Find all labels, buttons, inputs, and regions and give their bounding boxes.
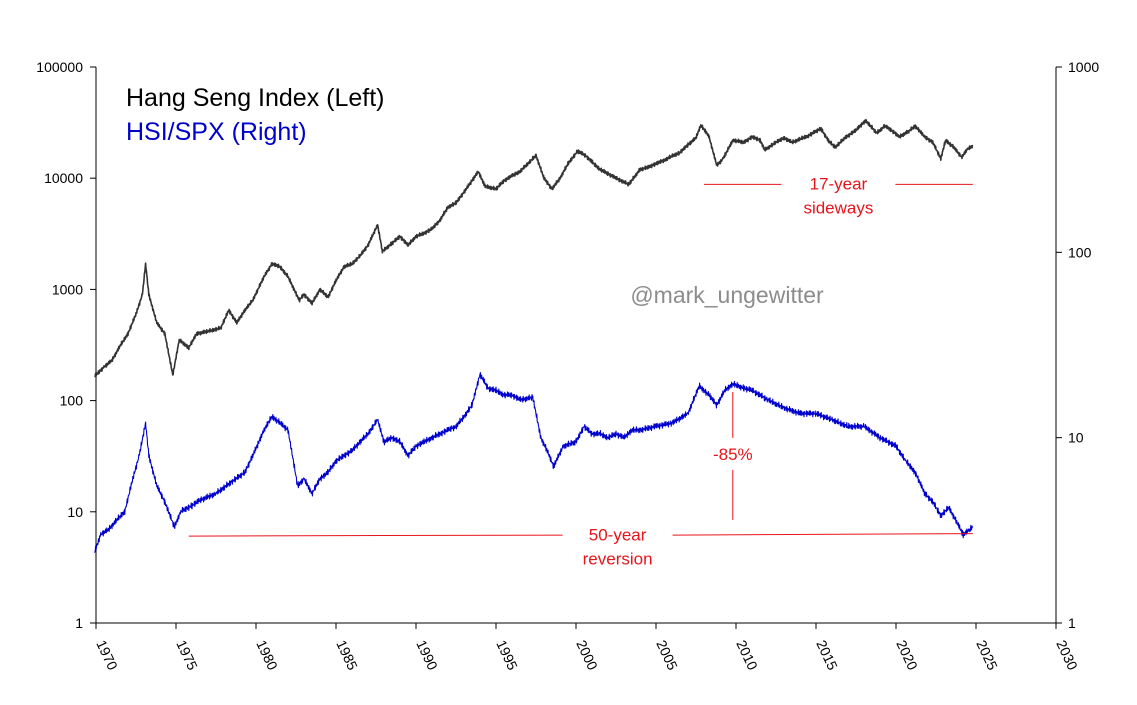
annotations: 17-year sideways -85% 50-year reversion bbox=[188, 174, 973, 569]
drawdown-label: -85% bbox=[713, 445, 753, 464]
x-tick-label: 2005 bbox=[653, 638, 681, 673]
x-tick-label: 1975 bbox=[173, 638, 201, 673]
sideways-label-2: sideways bbox=[803, 198, 873, 217]
left-tick-label: 1 bbox=[75, 615, 83, 631]
x-tick-label: 1980 bbox=[253, 638, 281, 673]
right-tick-label: 10 bbox=[1068, 430, 1084, 446]
axes: 1 10 100 1000 10000 100000 1 10 100 1000 1970 1975 1… bbox=[36, 59, 1099, 673]
x-tick-label: 1970 bbox=[93, 638, 121, 673]
left-tick-label: 10000 bbox=[44, 170, 83, 186]
left-tick-label: 10 bbox=[67, 504, 83, 520]
x-tick-label: 2015 bbox=[813, 638, 841, 673]
right-tick-label: 1000 bbox=[1068, 59, 1099, 75]
x-tick-label: 1995 bbox=[493, 638, 521, 673]
legend-entry-hsi-spx: HSI/SPX (Right) bbox=[126, 118, 307, 146]
reversion-line-left bbox=[188, 534, 563, 537]
series-lines bbox=[94, 118, 974, 553]
reversion-label-1: 50-year bbox=[589, 526, 647, 545]
legend-entry-hang-seng: Hang Seng Index (Left) bbox=[126, 84, 385, 112]
left-tick-label: 100 bbox=[60, 393, 84, 409]
x-tick-label: 2030 bbox=[1053, 638, 1081, 673]
x-tick-label: 2010 bbox=[733, 638, 761, 673]
right-tick-label: 1 bbox=[1068, 615, 1076, 631]
sideways-label-1: 17-year bbox=[810, 174, 868, 193]
series-line-hsi-spx bbox=[94, 372, 974, 553]
x-tick-label: 2000 bbox=[573, 638, 601, 673]
x-tick-label: 1985 bbox=[333, 638, 361, 673]
reversion-label-2: reversion bbox=[583, 550, 653, 569]
x-tick-label: 1990 bbox=[413, 638, 441, 673]
series-line-hang-seng bbox=[94, 118, 974, 378]
legend: Hang Seng Index (Left) HSI/SPX (Right) bbox=[126, 84, 385, 146]
right-tick-label: 100 bbox=[1068, 244, 1092, 260]
left-tick-label: 100000 bbox=[36, 59, 83, 75]
reversion-line-right bbox=[672, 533, 973, 536]
left-tick-label: 1000 bbox=[52, 281, 83, 297]
x-tick-label: 2025 bbox=[973, 638, 1001, 673]
watermark: @mark_ungewitter bbox=[630, 282, 824, 308]
x-tick-label: 2020 bbox=[893, 638, 921, 673]
